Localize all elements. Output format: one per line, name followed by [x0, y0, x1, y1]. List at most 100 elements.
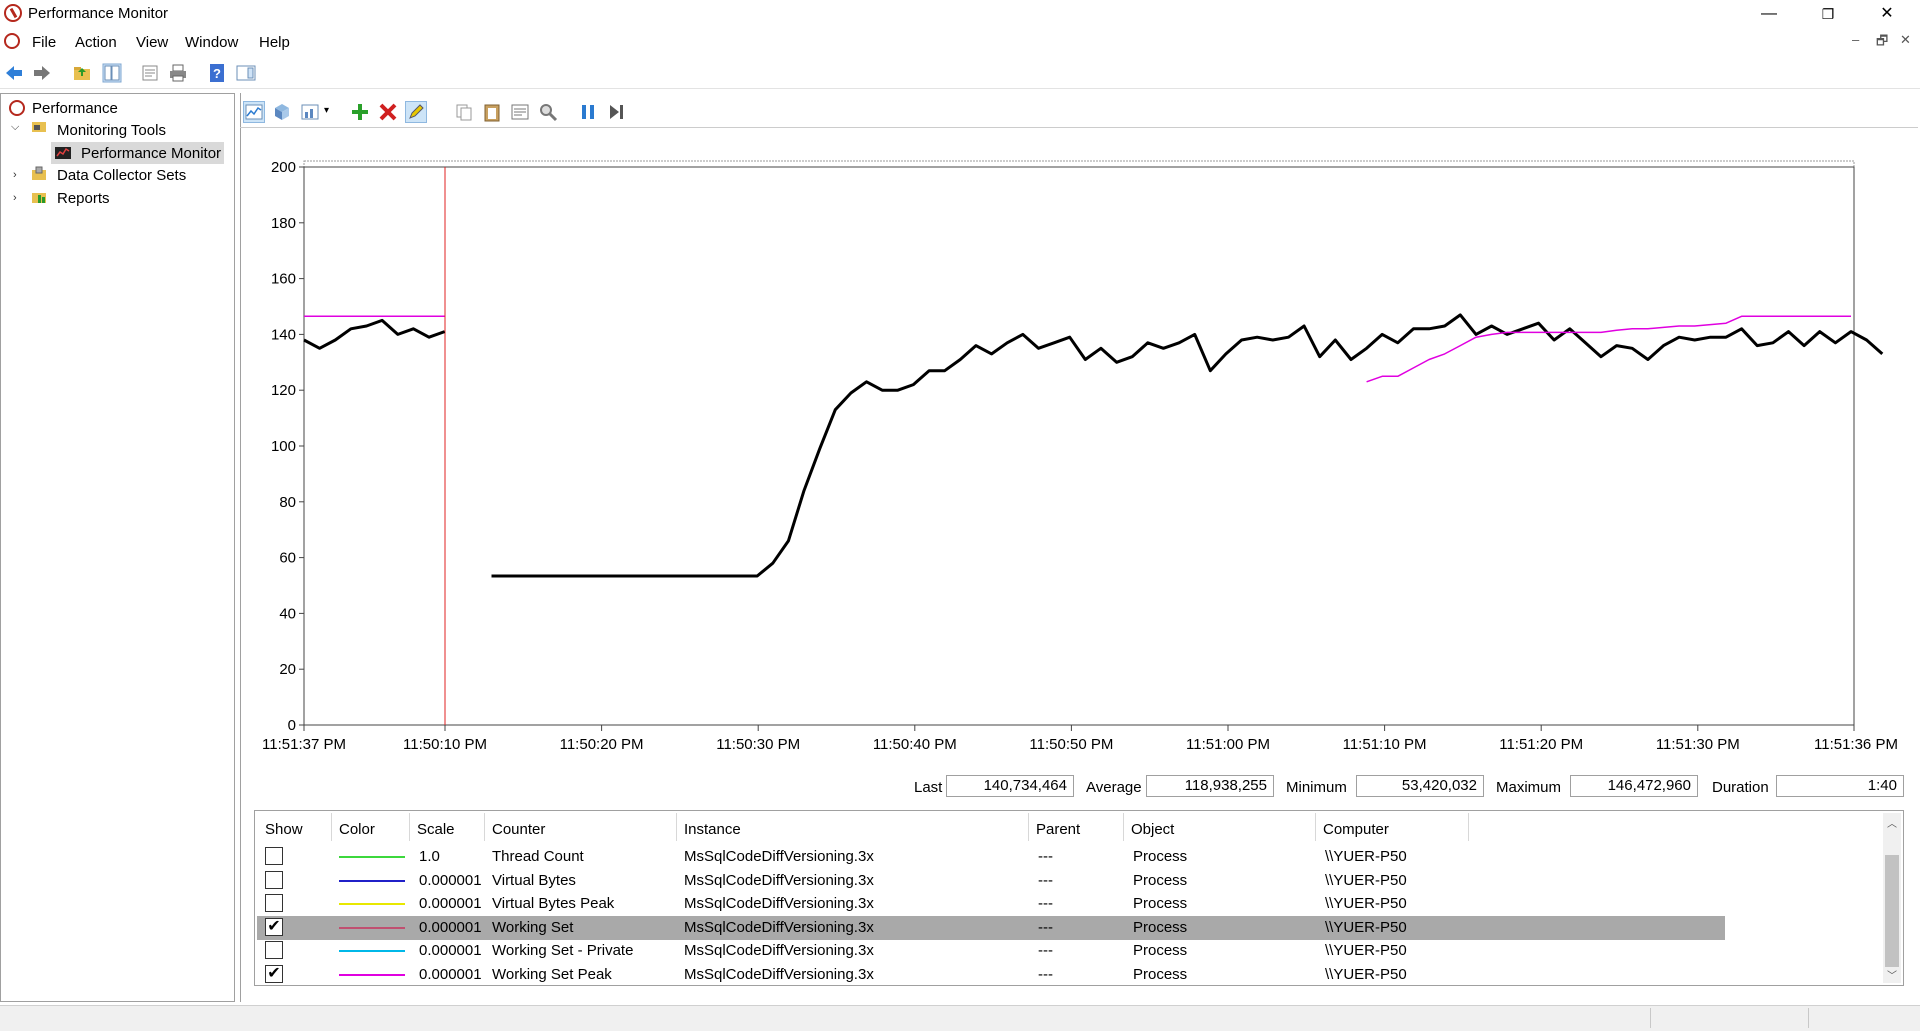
color-swatch: [339, 856, 405, 858]
mdi-close-button[interactable]: ✕: [1900, 32, 1911, 47]
tree-item-monitoring-tools[interactable]: Monitoring Tools: [57, 122, 166, 139]
counter-computer: \\YUER-P50: [1325, 895, 1407, 913]
back-icon[interactable]: [4, 63, 24, 83]
show-checkbox[interactable]: [265, 847, 283, 865]
change-graph-type-icon[interactable]: [300, 102, 320, 122]
show-checkbox[interactable]: ✔: [265, 917, 283, 936]
mmc-system-menu-icon[interactable]: [4, 33, 20, 49]
menu-window[interactable]: Window: [185, 34, 239, 51]
color-swatch: [339, 950, 405, 953]
mdi-minimize-button[interactable]: –: [1852, 32, 1860, 47]
x-tick-label: 11:51:00 PM: [1186, 736, 1270, 753]
vertical-scrollbar[interactable]: ︿ ﹀: [1883, 813, 1901, 983]
highlight-icon[interactable]: [405, 101, 427, 123]
y-tick-label: 40: [279, 605, 296, 622]
y-tick-label: 100: [271, 438, 296, 455]
show-hide-tree-icon[interactable]: [102, 63, 122, 83]
column-header-object[interactable]: Object: [1131, 821, 1175, 838]
table-row[interactable]: ✔ 0.000001 Working Set MsSqlCodeDiffVersion…: [257, 915, 1725, 940]
minimize-button[interactable]: —: [1761, 5, 1777, 22]
chevron-right-icon[interactable]: ›: [13, 169, 17, 181]
counter-parent: ---: [1038, 848, 1053, 865]
counter-computer: \\YUER-P50: [1325, 848, 1407, 865]
close-button[interactable]: ✕: [1880, 5, 1894, 22]
x-tick-label: 11:51:30 PM: [1656, 736, 1740, 753]
forward-icon[interactable]: [32, 63, 52, 83]
menu-action[interactable]: Action: [75, 34, 117, 51]
y-tick-label: 80: [279, 494, 296, 511]
column-header-counter[interactable]: Counter: [492, 821, 546, 838]
counter-name: Working Set: [492, 918, 574, 936]
x-tick-label: 11:50:30 PM: [716, 736, 800, 753]
paste-counter-list-icon[interactable]: [482, 102, 502, 122]
freeze-display-icon[interactable]: [578, 102, 598, 122]
chevron-down-icon[interactable]: ▾: [324, 105, 330, 116]
table-row[interactable]: 0.000001 Working Set - Private MsSqlCodeDi…: [257, 939, 1725, 963]
counter-instance: MsSqlCodeDiffVersioning.3x: [684, 942, 874, 960]
table-row[interactable]: 0.000001 Virtual Bytes MsSqlCodeDiffVersio…: [257, 869, 1725, 893]
y-tick-label: 200: [271, 159, 296, 176]
scrollbar-thumb[interactable]: [1885, 855, 1899, 967]
delete-counter-icon[interactable]: [378, 102, 398, 122]
tree-item-performance-monitor[interactable]: Performance Monitor: [81, 145, 222, 162]
counter-instance: MsSqlCodeDiffVersioning.3x: [684, 966, 874, 983]
y-tick-label: 140: [271, 326, 296, 343]
properties-icon[interactable]: [140, 63, 160, 83]
view-current-activity-icon[interactable]: [243, 101, 265, 123]
column-header-color[interactable]: Color: [339, 821, 375, 838]
menu-help[interactable]: Help: [259, 34, 290, 51]
column-header-scale[interactable]: Scale: [417, 821, 455, 838]
column-header-parent[interactable]: Parent: [1036, 821, 1081, 838]
tree-item-data-collector-sets[interactable]: Data Collector Sets: [57, 167, 187, 184]
counter-object: Process: [1133, 966, 1188, 983]
counter-scale: 0.000001: [419, 918, 482, 936]
restore-button[interactable]: ❐: [1821, 6, 1835, 22]
table-row[interactable]: 0.000001 Virtual Bytes Peak MsSqlCodeDiffV…: [257, 892, 1725, 916]
show-checkbox[interactable]: [265, 870, 283, 889]
x-tick-label: 11:51:10 PM: [1343, 736, 1427, 753]
minimum-label: Minimum: [1286, 779, 1347, 796]
column-header-show[interactable]: Show: [265, 821, 303, 838]
view-log-data-icon[interactable]: [272, 102, 292, 122]
window-title: Performance Monitor: [28, 5, 169, 22]
show-checkbox[interactable]: [265, 941, 283, 960]
y-tick-label: 160: [271, 271, 296, 288]
print-icon[interactable]: [168, 63, 188, 83]
counter-instance: MsSqlCodeDiffVersioning.3x: [684, 871, 874, 889]
counter-parent: ---: [1038, 871, 1053, 889]
maximum-label: Maximum: [1496, 779, 1562, 796]
data-collector-sets-icon: [32, 166, 46, 180]
x-tick-label: 11:51:20 PM: [1499, 736, 1583, 753]
scroll-down-icon[interactable]: ﹀: [1887, 971, 1897, 982]
table-row[interactable]: 1.0 Thread Count MsSqlCodeDiffVersioning.3…: [257, 845, 1725, 869]
show-hide-action-pane-icon[interactable]: [236, 63, 256, 83]
show-checkbox[interactable]: ✔: [265, 965, 283, 983]
column-header-instance[interactable]: Instance: [684, 821, 741, 838]
scroll-up-icon[interactable]: ︿: [1887, 819, 1897, 830]
counter-parent: ---: [1038, 966, 1053, 983]
mdi-restore-button[interactable]: 🗗: [1876, 33, 1889, 48]
zoom-icon[interactable]: [538, 102, 558, 122]
reports-icon: [32, 193, 46, 203]
color-swatch: [339, 926, 405, 929]
average-value: 118,938,255: [1146, 775, 1274, 797]
duration-label: Duration: [1712, 779, 1769, 796]
menu-view[interactable]: View: [136, 34, 169, 51]
chevron-down-icon[interactable]: ⌵: [11, 121, 20, 133]
status-bar: [0, 1005, 1920, 1031]
update-data-icon[interactable]: [606, 102, 626, 122]
tree-item-reports[interactable]: Reports: [57, 190, 110, 207]
tree-item-performance[interactable]: Performance: [32, 100, 118, 117]
counter-object: Process: [1133, 895, 1188, 913]
chevron-right-icon[interactable]: ›: [13, 192, 17, 204]
column-header-computer[interactable]: Computer: [1323, 821, 1389, 838]
help-icon[interactable]: ?: [208, 63, 228, 83]
properties-icon[interactable]: [510, 102, 530, 122]
menu-file[interactable]: File: [32, 34, 57, 51]
up-folder-icon[interactable]: [72, 63, 92, 83]
table-row[interactable]: ✔ 0.000001 Working Set Peak MsSqlCodeDiffVe…: [257, 963, 1725, 987]
add-counter-icon[interactable]: [350, 102, 370, 122]
copy-properties-icon[interactable]: [454, 102, 474, 122]
show-checkbox[interactable]: [265, 894, 283, 913]
